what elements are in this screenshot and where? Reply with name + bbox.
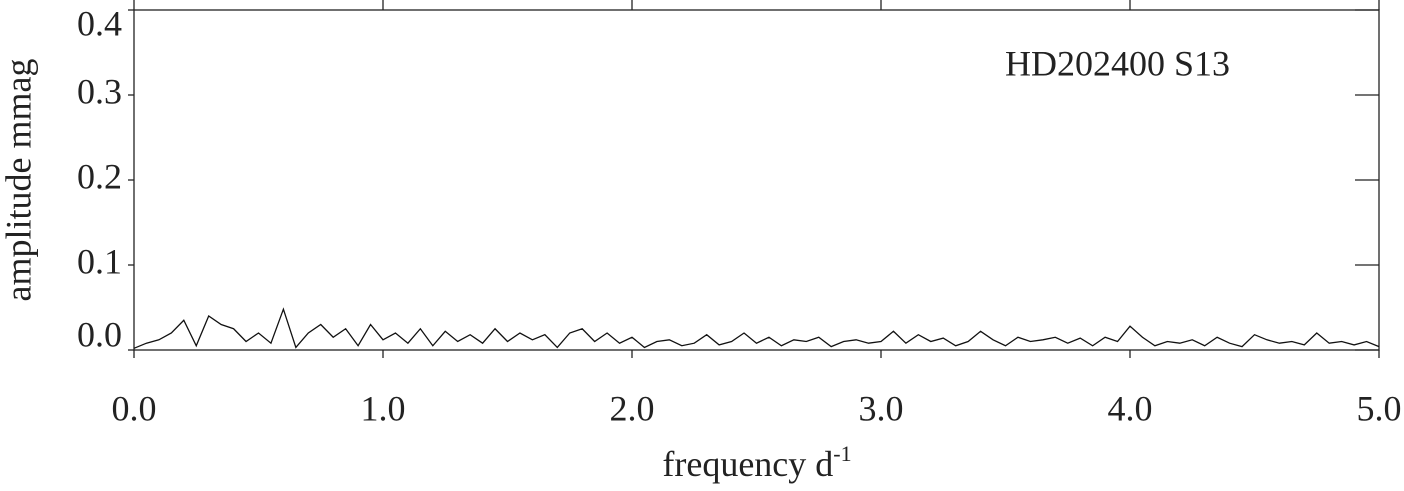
- x-tick-label: 0.0: [112, 388, 157, 428]
- y-tick-label: 0.3: [77, 71, 122, 111]
- y-axis-label: amplitude mmag: [0, 59, 38, 302]
- x-tick-label: 5.0: [1357, 388, 1402, 428]
- y-tick-label: 0.1: [77, 241, 122, 281]
- y-tick-label: 0.2: [77, 156, 122, 196]
- x-tick-label: 4.0: [1108, 388, 1153, 428]
- y-tick-label: 0.0: [77, 314, 122, 354]
- x-tick-label: 2.0: [610, 388, 655, 428]
- spectrum-line: [133, 307, 1380, 349]
- x-tick-label: 3.0: [859, 388, 904, 428]
- y-tick-label: 0.4: [77, 3, 122, 43]
- x-tick-label: 1.0: [361, 388, 406, 428]
- x-axis-label-main: frequency d: [662, 444, 833, 484]
- annotation: HD202400 S13: [1005, 43, 1230, 83]
- x-axis-label: frequency d-1: [662, 441, 851, 484]
- x-axis-label-superscript: -1: [833, 441, 851, 466]
